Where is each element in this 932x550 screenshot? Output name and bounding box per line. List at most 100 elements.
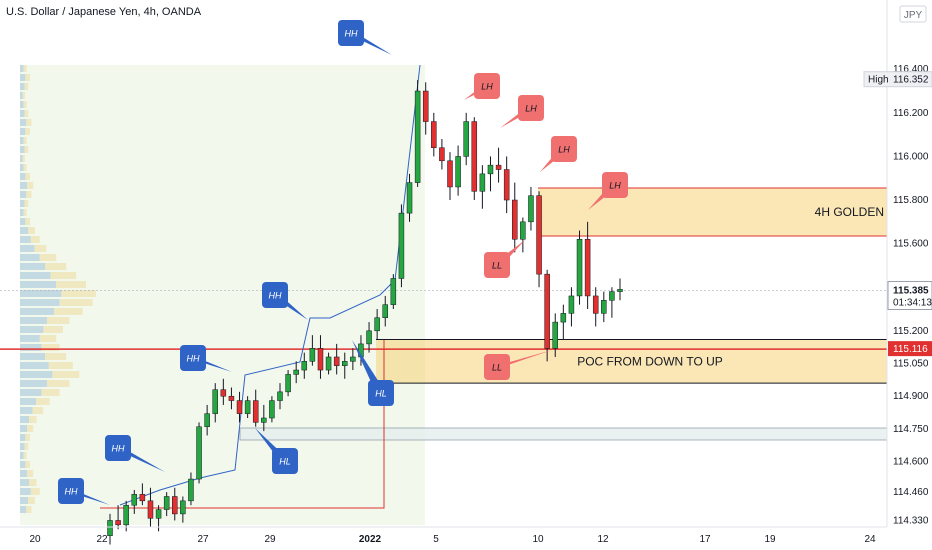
time-axis[interactable]: 20 22 27 29 2022 5 10 12 17 19 24 (29, 534, 876, 545)
candle[interactable] (269, 396, 275, 423)
annotation-bubble: HL (352, 340, 394, 406)
candle[interactable] (601, 291, 607, 323)
candle[interactable] (471, 117, 478, 201)
y-tick-label: 115.800 (893, 195, 929, 206)
candle[interactable] (350, 348, 356, 371)
candle[interactable] (544, 269, 550, 362)
current-price-value: 115.385 (893, 285, 929, 296)
candle[interactable] (236, 391, 243, 423)
y-tick-label: 114.600 (893, 457, 929, 468)
annotation-bubble: HH (180, 345, 232, 372)
candle[interactable] (115, 505, 121, 530)
candle[interactable] (406, 173, 413, 222)
candle[interactable] (439, 138, 445, 170)
candle[interactable] (107, 513, 113, 545)
candle[interactable] (342, 352, 348, 379)
x-tick-label: 2022 (359, 534, 382, 545)
y-tick-label: 115.200 (893, 326, 929, 337)
chart-title: U.S. Dollar / Japanese Yen, 4h, OANDA (6, 6, 202, 18)
y-tick-label: 115.600 (893, 239, 929, 250)
x-tick-label: 5 (433, 534, 439, 545)
candle[interactable] (528, 186, 534, 231)
candle[interactable] (333, 343, 340, 375)
candle[interactable] (204, 404, 210, 436)
candle[interactable] (422, 82, 429, 135)
candle[interactable] (374, 309, 380, 340)
annotation-label: HL (375, 389, 387, 399)
candle[interactable] (131, 489, 138, 514)
candle[interactable] (479, 165, 486, 209)
candle[interactable] (382, 295, 388, 327)
candle[interactable] (261, 404, 267, 432)
candle[interactable] (325, 352, 332, 375)
candle[interactable] (447, 152, 453, 201)
candle[interactable] (147, 487, 154, 527)
x-tick-label: 20 (29, 534, 41, 545)
y-tick-label: 114.750 (893, 424, 929, 435)
annotation-bubble: LH (500, 95, 544, 128)
candle[interactable] (560, 304, 567, 340)
candle[interactable] (212, 383, 218, 423)
candle[interactable] (228, 387, 235, 410)
candle[interactable] (220, 378, 227, 405)
candle[interactable] (309, 335, 316, 366)
candle[interactable] (301, 352, 308, 379)
candle[interactable] (172, 487, 178, 521)
candle[interactable] (609, 287, 615, 318)
zone-label: 4H GOLDEN (815, 205, 884, 219)
candle[interactable] (180, 496, 186, 523)
annotation-bubble: LL (484, 350, 552, 380)
candle[interactable] (584, 221, 591, 310)
candle[interactable] (576, 230, 583, 305)
candle[interactable] (252, 389, 259, 427)
candle[interactable] (552, 313, 558, 357)
y-tick-label: 116.400 (893, 64, 929, 75)
candle[interactable] (277, 383, 283, 410)
candle[interactable] (293, 361, 299, 384)
candle[interactable] (592, 287, 599, 327)
candle[interactable] (188, 472, 194, 506)
candle[interactable] (390, 274, 397, 310)
annotation-bubble: HH (338, 20, 392, 55)
high-value: 116.352 (893, 75, 929, 86)
candle[interactable] (431, 112, 437, 157)
candle[interactable] (463, 112, 469, 166)
candle[interactable] (617, 278, 623, 301)
currency-badge[interactable]: JPY (899, 5, 927, 23)
annotation-label: LH (481, 82, 493, 92)
candle[interactable] (512, 182, 518, 253)
high-label: High (868, 75, 889, 86)
annotations: HH HH HH HH HH HL HL LH LH LH LH LL LL (58, 20, 628, 505)
annotation-bubble: HH (58, 478, 110, 505)
candle[interactable] (455, 145, 461, 196)
candle[interactable] (196, 422, 202, 484)
zone-label: POC FROM DOWN TO UP (577, 355, 723, 369)
candle[interactable] (503, 156, 510, 214)
candle[interactable] (520, 217, 526, 253)
annotation-label: LH (609, 181, 621, 191)
candle[interactable] (568, 287, 575, 327)
candle[interactable] (398, 204, 405, 288)
poc-price-tag: 115.116 (888, 341, 932, 357)
x-tick-label: 12 (597, 534, 609, 545)
y-tick-label: 116.000 (893, 151, 929, 162)
candle[interactable] (366, 322, 372, 353)
annotation-bubble: HL (255, 428, 298, 474)
y-tick-label: 114.460 (893, 487, 929, 498)
zone-box (376, 339, 887, 384)
candle[interactable] (495, 147, 502, 183)
candle[interactable] (123, 500, 129, 532)
candle[interactable] (285, 370, 291, 397)
candle[interactable] (536, 191, 542, 288)
candle[interactable] (244, 396, 251, 419)
poc-price-value: 115.116 (893, 344, 928, 355)
candle[interactable] (487, 156, 494, 192)
candle[interactable] (163, 492, 170, 517)
annotation-label: LL (492, 261, 502, 271)
candle[interactable] (139, 483, 146, 506)
price-axis[interactable]: 116.400 116.200 116.000 115.800 115.600 115.3… (893, 64, 929, 526)
candle[interactable] (414, 80, 421, 187)
candle[interactable] (317, 335, 324, 379)
